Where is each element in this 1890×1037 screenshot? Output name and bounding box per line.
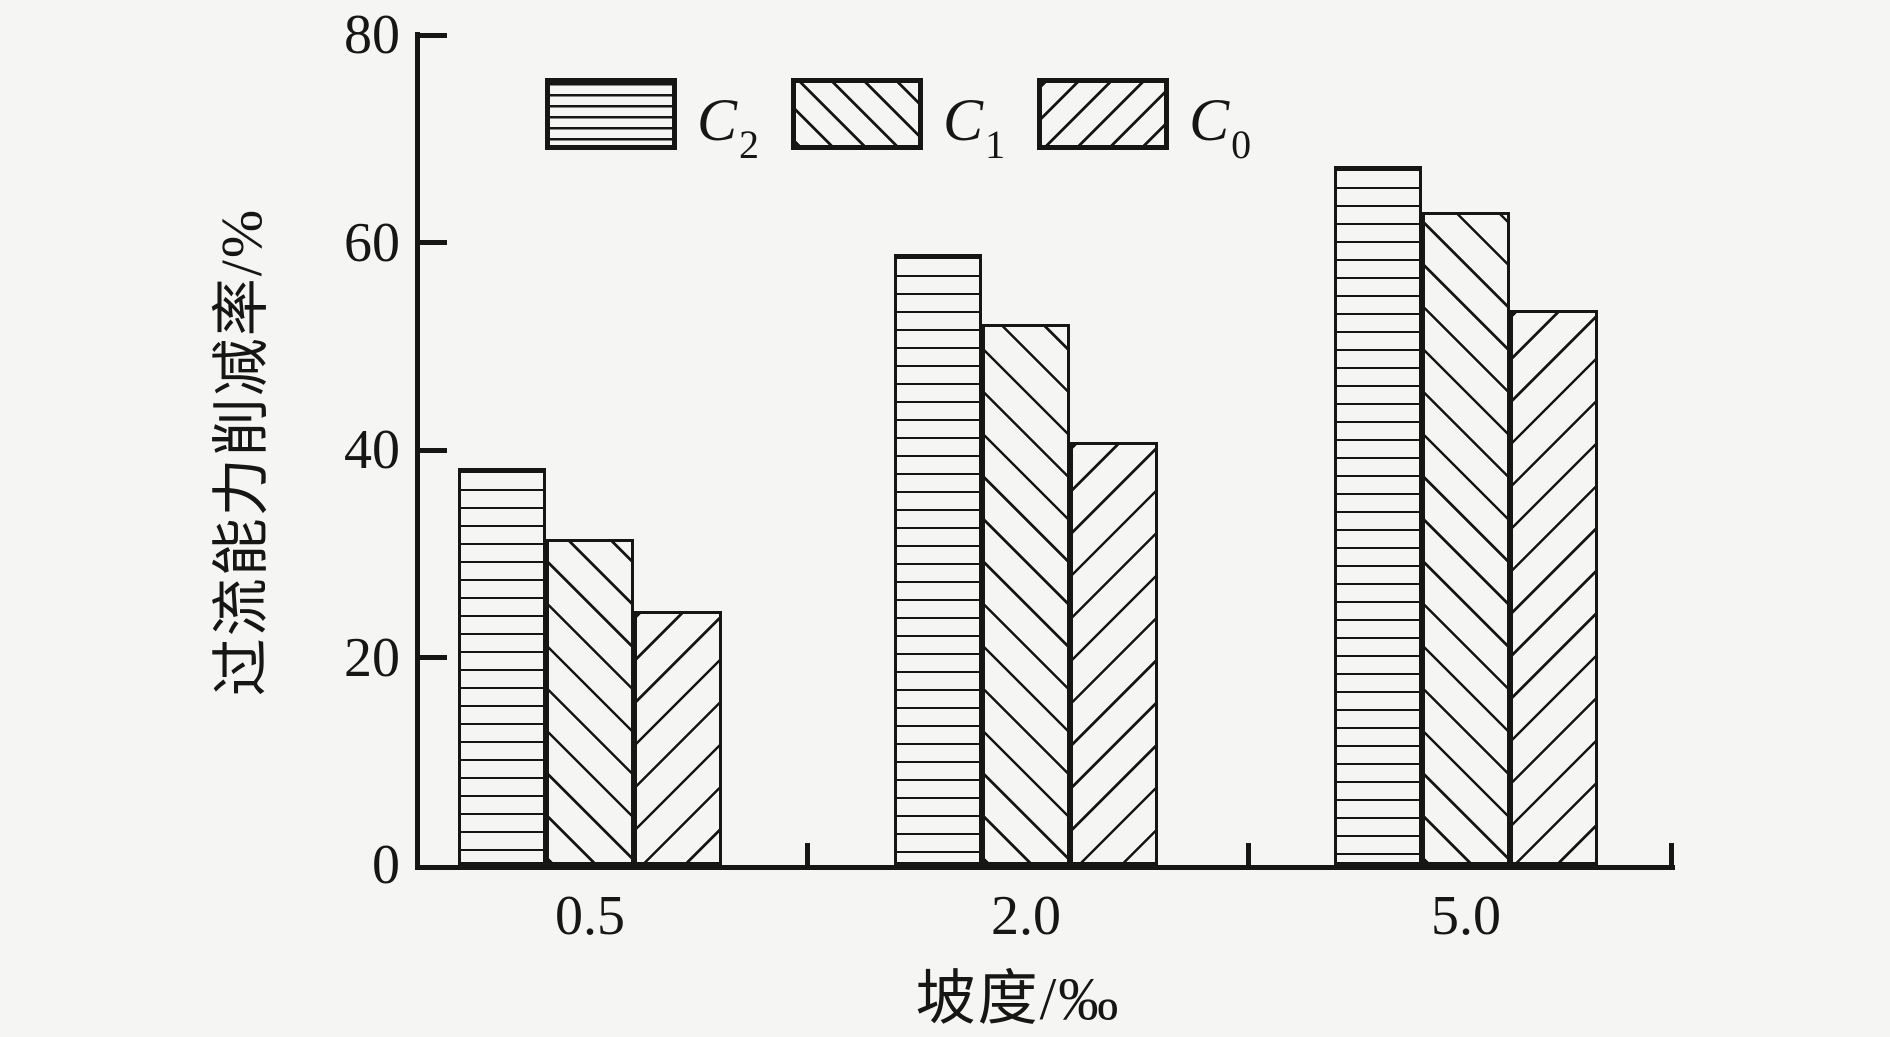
x-category-label-5.0: 5.0 bbox=[1431, 885, 1501, 947]
y-tick-label-20: 20 bbox=[344, 626, 400, 689]
bar-C2-x0.5 bbox=[458, 467, 546, 865]
x-tick-2 bbox=[1668, 843, 1674, 865]
x-tick-0 bbox=[804, 843, 810, 865]
legend-swatch-C2 bbox=[545, 78, 677, 150]
legend: C2 C1 C0 bbox=[545, 78, 1252, 167]
bar-C0-x2.0 bbox=[1070, 441, 1158, 865]
y-tick-20 bbox=[420, 655, 447, 660]
bar-C0-x5.0 bbox=[1510, 309, 1598, 865]
x-category-label-0.5: 0.5 bbox=[555, 885, 625, 947]
y-tick-60 bbox=[420, 240, 447, 245]
bar-C1-x0.5 bbox=[546, 539, 634, 865]
bar-C1-x2.0 bbox=[982, 324, 1070, 865]
legend-item-C0: C0 bbox=[1037, 78, 1252, 167]
y-tick-label-40: 40 bbox=[344, 419, 400, 481]
y-tick-label-0: 0 bbox=[372, 834, 400, 896]
x-category-label-2.0: 2.0 bbox=[991, 885, 1061, 947]
bar-C0-x0.5 bbox=[634, 610, 722, 865]
y-tick-label-60: 60 bbox=[344, 211, 400, 274]
bar-C2-x2.0 bbox=[894, 253, 982, 865]
bar-C1-x5.0 bbox=[1422, 212, 1510, 865]
legend-label-C0: C0 bbox=[1189, 87, 1252, 167]
legend-label-C2: C2 bbox=[697, 87, 760, 167]
x-axis-line bbox=[415, 865, 1675, 870]
legend-item-C2: C2 bbox=[545, 78, 760, 167]
x-axis-title: 坡度/‰ bbox=[915, 966, 1121, 1032]
legend-swatch-C0 bbox=[1037, 78, 1170, 150]
y-tick-label-80: 80 bbox=[344, 4, 400, 66]
y-tick-80 bbox=[420, 32, 447, 38]
y-tick-40 bbox=[420, 447, 447, 453]
y-axis-line bbox=[415, 32, 420, 870]
legend-label-C1: C1 bbox=[943, 87, 1006, 167]
legend-swatch-C1 bbox=[791, 78, 924, 150]
legend-item-C1: C1 bbox=[791, 78, 1006, 167]
bar-C2-x5.0 bbox=[1334, 165, 1422, 865]
x-tick-1 bbox=[1245, 843, 1251, 865]
